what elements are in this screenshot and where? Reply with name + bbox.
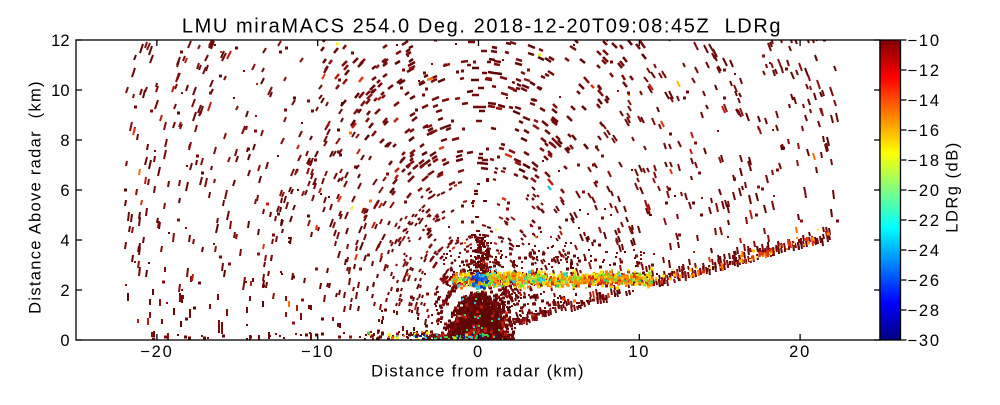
svg-text:−22: −22 <box>908 212 941 230</box>
svg-text:10: 10 <box>628 343 650 361</box>
svg-text:−20: −20 <box>140 343 173 361</box>
svg-text:2: 2 <box>60 282 69 300</box>
svg-text:−10: −10 <box>301 343 334 361</box>
svg-text:LMU miraMACS 254.0 Deg. 2018-1: LMU miraMACS 254.0 Deg. 2018-12-20T09:08… <box>182 16 782 38</box>
svg-text:0: 0 <box>60 332 69 350</box>
svg-text:−10: −10 <box>908 32 941 50</box>
svg-text:8: 8 <box>60 132 69 150</box>
svg-text:−30: −30 <box>908 332 941 350</box>
svg-text:4: 4 <box>60 232 69 250</box>
svg-text:12: 12 <box>51 32 69 50</box>
svg-text:−26: −26 <box>908 272 941 290</box>
svg-text:−24: −24 <box>908 242 941 260</box>
svg-text:LDRg (dB): LDRg (dB) <box>944 141 962 232</box>
svg-text:10: 10 <box>51 82 69 100</box>
svg-text:−16: −16 <box>908 122 941 140</box>
svg-text:−14: −14 <box>908 92 941 110</box>
svg-text:−28: −28 <box>908 302 941 320</box>
svg-text:6: 6 <box>60 182 69 200</box>
svg-text:−20: −20 <box>908 182 941 200</box>
svg-text:Distance Above radar (km): Distance Above radar (km) <box>27 80 45 314</box>
svg-text:0: 0 <box>473 343 484 361</box>
svg-text:−12: −12 <box>908 62 941 80</box>
svg-text:−18: −18 <box>908 152 941 170</box>
svg-text:20: 20 <box>789 343 811 361</box>
svg-text:Distance from radar (km): Distance from radar (km) <box>371 363 585 381</box>
